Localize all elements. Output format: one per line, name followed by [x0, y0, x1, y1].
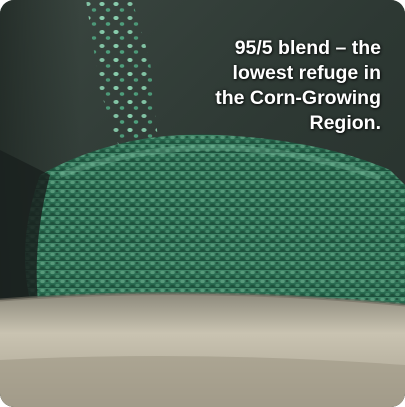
- caption-text: 95/5 blend – the lowest refuge in the Co…: [215, 37, 381, 134]
